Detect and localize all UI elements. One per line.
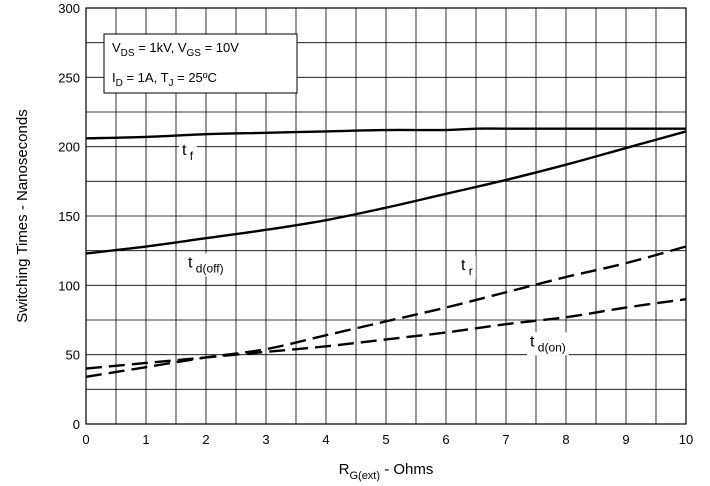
x-tick-label: 6 (442, 432, 449, 447)
conditions-box: VDS = 1kV, VGS = 10V ID = 1A, TJ = 25ºC (103, 33, 298, 94)
series-label-background (527, 332, 569, 356)
series-label-background (179, 140, 197, 164)
conditions-line-2: ID = 1A, TJ = 25ºC (112, 70, 217, 89)
series-line-t-don (85, 298, 687, 370)
y-tick-label: 0 (73, 417, 80, 432)
series-label-background (185, 253, 227, 277)
plot-frame (85, 7, 687, 425)
y-tick-label: 250 (58, 70, 80, 85)
series-label: t f (182, 142, 194, 163)
x-tick-label: 8 (562, 432, 569, 447)
series-labels: t f t d(off) t r t d(on) (179, 140, 569, 356)
y-tick-label: 100 (58, 278, 80, 293)
conditions-box-frame (103, 33, 298, 94)
series-label-background (458, 256, 476, 280)
x-tick-label: 9 (622, 432, 629, 447)
series-label: t d(on) (530, 333, 566, 354)
y-axis-label: Switching Times - Nanoseconds (14, 109, 31, 322)
x-tick-label: 1 (142, 432, 149, 447)
series-group (85, 127, 687, 379)
x-tick-label: 10 (679, 432, 693, 447)
series-label: t r (461, 257, 473, 278)
series-line-t-doff (85, 130, 687, 255)
x-tick-label: 7 (502, 432, 509, 447)
x-axis-label: RG(ext) - Ohms (339, 461, 434, 482)
y-tick-label: 50 (66, 348, 80, 363)
x-tick-label: 0 (82, 432, 89, 447)
y-tick-label: 200 (58, 140, 80, 155)
x-tick-label: 5 (382, 432, 389, 447)
x-tick-label: 2 (202, 432, 209, 447)
series-label: t d(off) (188, 254, 224, 275)
x-tick-label: 4 (322, 432, 329, 447)
conditions-line-1: VDS = 1kV, VGS = 10V (112, 40, 239, 59)
x-tick-label: 3 (262, 432, 269, 447)
y-tick-label: 300 (58, 1, 80, 16)
y-tick-label: 150 (58, 209, 80, 224)
series-line-t-f (85, 127, 686, 140)
